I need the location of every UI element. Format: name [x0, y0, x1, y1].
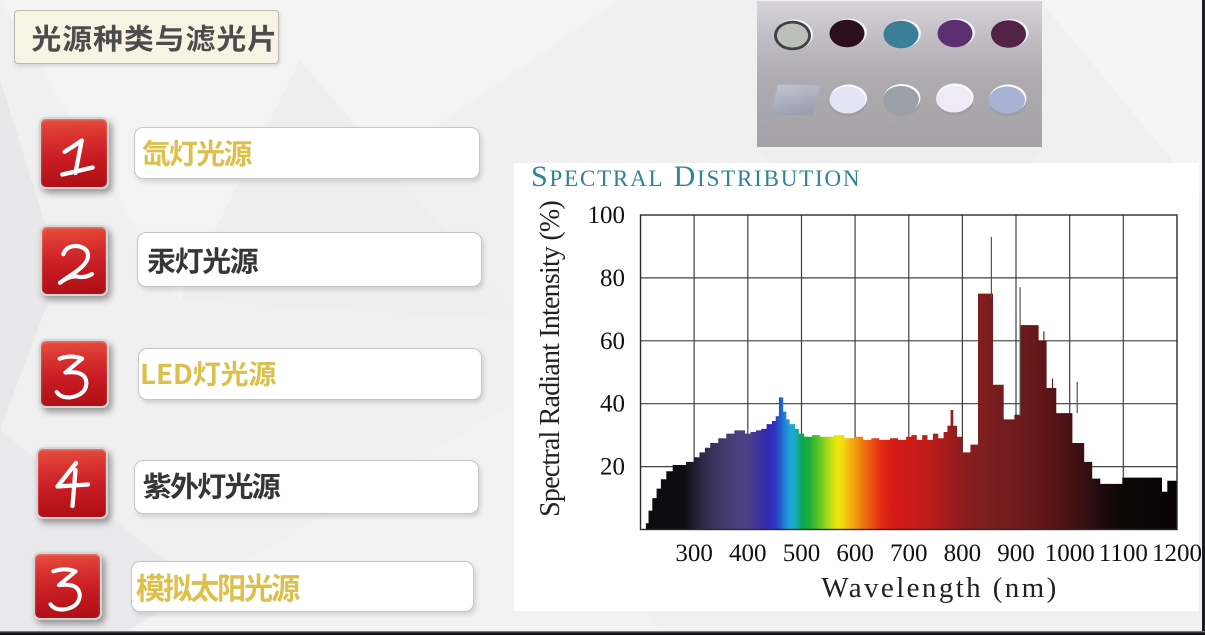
svg-text:800: 800	[944, 540, 982, 567]
svg-text:SPECTRAL DISTRIBUTION: SPECTRAL DISTRIBUTION	[531, 163, 861, 193]
svg-text:Spectral Radiant Intensity (%): Spectral Radiant Intensity (%)	[535, 201, 566, 517]
svg-text:1000: 1000	[1045, 540, 1095, 567]
svg-text:60: 60	[600, 328, 625, 355]
svg-text:400: 400	[729, 540, 767, 567]
svg-text:300: 300	[675, 540, 713, 567]
svg-text:Wavelength (nm): Wavelength (nm)	[821, 572, 1058, 604]
svg-text:500: 500	[783, 540, 821, 567]
svg-text:20: 20	[600, 454, 625, 481]
svg-text:1200: 1200	[1152, 540, 1202, 567]
svg-text:600: 600	[836, 540, 874, 567]
svg-text:900: 900	[997, 540, 1035, 567]
svg-text:1100: 1100	[1099, 540, 1148, 567]
svg-text:100: 100	[588, 202, 626, 229]
svg-text:40: 40	[600, 391, 625, 418]
svg-text:700: 700	[890, 540, 928, 567]
svg-text:80: 80	[600, 265, 625, 292]
